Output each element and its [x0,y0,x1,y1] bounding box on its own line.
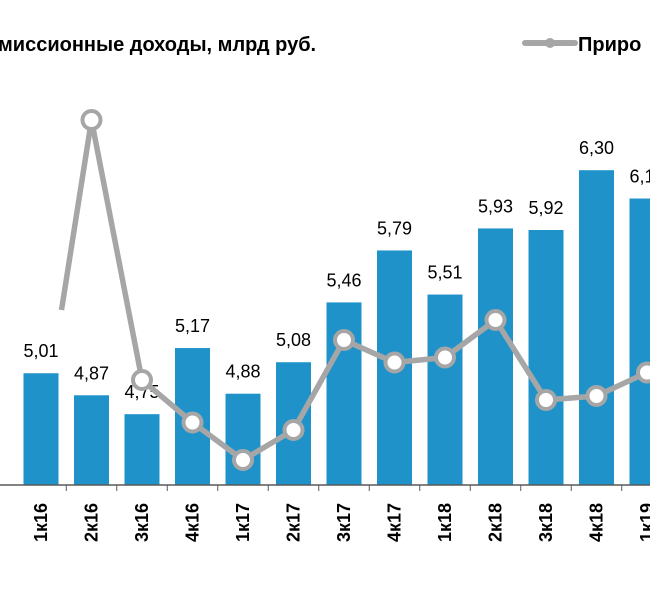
x-tick-label-2к16: 2к16 [82,503,102,542]
x-tick-label-1к18: 1к18 [435,503,455,542]
growth-point-1к19 [636,361,650,384]
growth-point-4к17 [383,351,406,374]
x-tick-label-1к16: 1к16 [31,503,51,542]
bar-value-label-1к17: 4,88 [225,362,260,382]
growth-point-1к18 [434,346,456,369]
growth-point-2к18 [484,309,507,331]
bar-value-label-4к18: 6,30 [579,138,614,158]
x-tick-label-4к18: 4к18 [587,503,607,542]
bar-1к16 [23,373,59,485]
bar-4к18 [579,170,614,485]
bar-1к17 [225,393,261,485]
bar-value-label-1к18: 5,51 [427,263,462,283]
bar-2к18 [478,228,513,486]
chart-title: миссионные доходы, млрд руб. [0,34,316,56]
growth-point-2к16 [80,109,103,131]
growth-point-4к16 [181,411,204,434]
bar-1к18 [427,294,463,485]
bar-series: 5,014,874,755,174,885,085,465,795,515,93… [23,138,650,486]
growth-point-3к17 [333,329,355,351]
x-tick-label-4к17: 4к17 [385,503,405,542]
bar-2к16 [74,395,109,485]
x-tick-label-1к17: 1к17 [233,503,253,542]
x-tick-label-4к16: 4к16 [183,503,203,542]
growth-point-3к16 [131,369,153,391]
growth-point-3к18 [535,389,557,411]
legend: Приро [522,34,641,56]
growth-point-4к18 [585,385,608,407]
bar-value-label-2к17: 5,08 [276,330,311,350]
bar-value-label-2к16: 4,87 [74,363,109,383]
x-tick-label-2к18: 2к18 [486,503,506,542]
bar-value-label-4к16: 5,17 [175,316,210,336]
x-axis-ticks: 1к16 2к16 3к16 4к16 1к17 2к17 3к17 4к17 1к18 2к18… [31,485,650,542]
growth-point-1к17 [232,449,254,471]
bar-value-label-1к16: 5,01 [23,341,58,361]
line-series [58,109,650,471]
legend-marker-swatch [545,38,555,48]
x-tick-label-3к17: 3к17 [334,503,354,542]
bar-value-label-3к17: 5,46 [326,270,361,290]
x-tick-label-1к19: 1к19 [637,503,650,542]
bar-value-label-1к19: 6,12 [629,167,650,187]
bar-3к18 [528,230,564,485]
x-tick-label-2к17: 2к17 [284,503,304,542]
bar-3к16 [124,414,160,485]
bar-value-label-3к18: 5,92 [528,198,563,218]
bar-1к19 [629,198,650,485]
bar-value-label-4к17: 5,79 [377,218,412,238]
x-tick-label-3к18: 3к18 [536,503,556,542]
bar-value-label-2к18: 5,93 [478,196,513,216]
legend-label: Приро [578,34,641,56]
x-tick-label-3к16: 3к16 [132,503,152,542]
growth-point-2к17 [282,419,305,441]
